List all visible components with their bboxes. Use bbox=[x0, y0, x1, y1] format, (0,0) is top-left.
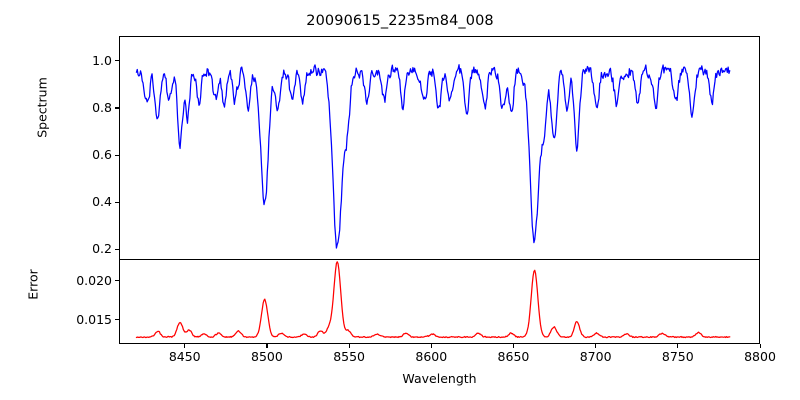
x-tick-label: 8800 bbox=[744, 349, 776, 364]
x-tick-label: 8600 bbox=[415, 349, 448, 364]
spectrum-y-tick bbox=[115, 60, 119, 62]
x-tick bbox=[184, 344, 186, 348]
x-tick bbox=[266, 344, 268, 348]
error-y-tick bbox=[115, 280, 119, 282]
x-tick-label: 8500 bbox=[251, 349, 283, 364]
spectrum-y-tick-label: 1.0 bbox=[92, 52, 112, 68]
error-y-tick bbox=[115, 319, 119, 321]
spectrum-y-tick bbox=[115, 107, 119, 109]
x-tick bbox=[595, 344, 597, 348]
spectrum-series bbox=[120, 37, 761, 261]
spectrum-y-tick bbox=[115, 248, 119, 251]
error-series bbox=[120, 260, 761, 345]
x-tick bbox=[759, 344, 761, 348]
spectrum-y-tick-label: 0.6 bbox=[92, 147, 112, 163]
x-tick bbox=[348, 344, 350, 348]
x-tick bbox=[677, 344, 679, 348]
x-tick bbox=[430, 344, 432, 348]
x-axis-label: Wavelength bbox=[402, 371, 477, 386]
x-tick-label: 8650 bbox=[497, 349, 530, 364]
x-tick bbox=[512, 344, 515, 348]
error-y-tick-label: 0.015 bbox=[76, 311, 112, 327]
chart-title: 20090615_2235m84_008 bbox=[306, 13, 494, 29]
error-y-axis-label: Error bbox=[25, 269, 41, 300]
spectrum-plot-panel bbox=[119, 36, 760, 260]
error-y-tick-label: 0.020 bbox=[76, 272, 112, 288]
x-tick-label: 8750 bbox=[661, 349, 694, 364]
x-tick-label: 8700 bbox=[579, 349, 612, 364]
x-tick-label: 8450 bbox=[168, 349, 201, 364]
error-plot-panel bbox=[119, 259, 760, 344]
spectrum-y-tick-label: 0.4 bbox=[92, 194, 112, 210]
spectrum-y-tick bbox=[115, 201, 119, 203]
x-tick-label: 8550 bbox=[333, 349, 365, 364]
spectrum-y-tick-label: 0.2 bbox=[92, 241, 112, 257]
spectrum-y-tick bbox=[115, 154, 119, 156]
spectrum-y-tick-label: 0.8 bbox=[92, 99, 112, 115]
